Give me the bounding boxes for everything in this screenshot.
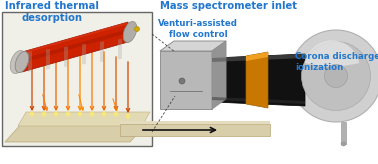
Circle shape bbox=[54, 112, 59, 116]
Circle shape bbox=[65, 112, 71, 116]
Bar bbox=[160, 51, 212, 109]
Polygon shape bbox=[160, 41, 226, 51]
Circle shape bbox=[29, 112, 34, 116]
Bar bbox=[341, 122, 346, 144]
Circle shape bbox=[135, 27, 139, 31]
Polygon shape bbox=[212, 97, 305, 104]
Ellipse shape bbox=[15, 51, 29, 72]
Polygon shape bbox=[246, 52, 268, 61]
Bar bbox=[120, 124, 270, 136]
Bar bbox=[2, 12, 152, 146]
Polygon shape bbox=[28, 51, 32, 72]
Circle shape bbox=[90, 112, 94, 116]
Polygon shape bbox=[22, 22, 128, 54]
Polygon shape bbox=[212, 54, 305, 62]
Circle shape bbox=[125, 113, 130, 119]
Polygon shape bbox=[100, 41, 104, 62]
Text: Infrared thermal
desorption: Infrared thermal desorption bbox=[5, 1, 99, 23]
Polygon shape bbox=[212, 54, 305, 106]
Circle shape bbox=[302, 41, 370, 111]
Circle shape bbox=[324, 64, 347, 88]
Wedge shape bbox=[305, 40, 359, 68]
Polygon shape bbox=[118, 39, 122, 60]
Polygon shape bbox=[5, 122, 148, 142]
Polygon shape bbox=[18, 112, 150, 126]
Ellipse shape bbox=[123, 21, 137, 42]
Polygon shape bbox=[212, 41, 226, 109]
Circle shape bbox=[42, 112, 46, 116]
Ellipse shape bbox=[10, 51, 26, 73]
Polygon shape bbox=[64, 46, 68, 67]
Text: Mass spectrometer inlet: Mass spectrometer inlet bbox=[160, 1, 296, 11]
Polygon shape bbox=[22, 22, 128, 72]
Ellipse shape bbox=[341, 142, 346, 146]
Circle shape bbox=[77, 112, 82, 116]
Circle shape bbox=[102, 112, 107, 116]
Text: Venturi-assisted
flow control: Venturi-assisted flow control bbox=[158, 19, 238, 39]
Text: Corona discharge
ionization: Corona discharge ionization bbox=[295, 52, 378, 72]
Polygon shape bbox=[46, 49, 50, 70]
Polygon shape bbox=[22, 29, 128, 63]
Circle shape bbox=[179, 78, 185, 84]
Polygon shape bbox=[246, 52, 268, 108]
Bar bbox=[120, 121, 270, 124]
Circle shape bbox=[290, 30, 378, 122]
Polygon shape bbox=[82, 44, 86, 64]
Circle shape bbox=[113, 112, 118, 116]
